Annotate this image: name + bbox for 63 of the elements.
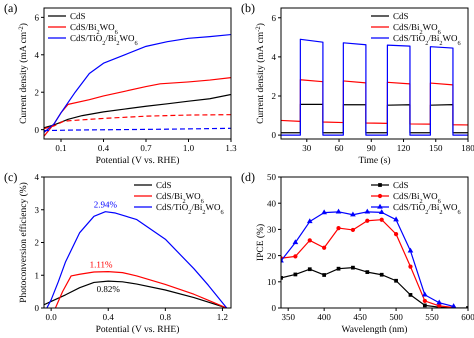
annotation: 1.11%	[90, 260, 114, 270]
x-tick-label: 400	[317, 312, 332, 322]
legend-label: CdS/Bi$_{2}$WO$_{6}$	[393, 22, 441, 36]
x-tick-label: 0.0	[46, 312, 58, 322]
y-tick-label: 4	[34, 50, 40, 60]
legend-label: CdS	[393, 10, 409, 21]
annotation: 0.82%	[96, 284, 120, 294]
x-tick-label: 450	[353, 312, 368, 322]
legend-label: CdS	[70, 10, 86, 21]
legend-label: CdS/Bi$_{2}$WO$_{6}$	[156, 190, 204, 204]
y-tick-label: 0	[272, 303, 276, 314]
legend-label: CdS	[156, 180, 172, 190]
chart-title: (b)	[241, 1, 255, 15]
legend-label: CdS/TiO$_{2}$/Bi$_{2}$WO$_{6}$	[156, 202, 224, 216]
y-tick-label: 0	[34, 303, 40, 314]
y-tick-label: 2	[272, 91, 276, 102]
x-tick-label: 1.2	[216, 312, 228, 322]
legend-label: CdS	[393, 180, 409, 190]
chart-title: (c)	[4, 170, 18, 184]
y-tick-label: 4	[272, 52, 276, 62]
x-tick-label: 350	[281, 312, 296, 322]
y-tick-label: 2	[34, 238, 39, 248]
x-tick-label: 550	[425, 312, 440, 322]
legend-label: CdS/TiO$_{2}$/Bi$_{2}$WO$_{6}$	[393, 32, 461, 46]
x-tick-label: 1.3	[225, 143, 238, 153]
legend-label: CdS/Bi$_{2}$WO$_{6}$	[393, 190, 441, 204]
x-tick-label: 30	[302, 143, 312, 153]
chart-title: (a)	[4, 1, 18, 15]
y-tick-label: 1	[34, 270, 39, 280]
x-tick-label: 120	[396, 143, 411, 153]
y-tick-label: 0	[272, 130, 276, 140]
y-tick-label: 6	[272, 12, 276, 23]
y-tick-label: 20	[267, 250, 276, 261]
y-tick-label: 3	[34, 204, 40, 215]
y-tick-label: 6	[34, 12, 40, 23]
x-tick-label: 60	[334, 143, 344, 153]
legend-label: CdS/TiO$_{2}$/Bi$_{2}$WO$_{6}$	[393, 202, 461, 216]
x-tick-label: 0.1	[55, 143, 67, 153]
y-axis-title: Photoconversion efficiency (%)	[19, 182, 29, 303]
legend-label: CdS/TiO$_{2}$/Bi$_{2}$WO$_{6}$	[70, 32, 138, 46]
y-tick-label: 0	[34, 124, 40, 135]
chart-title: (d)	[241, 170, 255, 184]
x-tick-label: 1.0	[182, 143, 195, 153]
x-tick-label: 0.4	[98, 143, 110, 153]
legend-label: CdS/Bi$_{2}$WO$_{6}$	[70, 22, 118, 36]
x-tick-label: 500	[389, 312, 404, 322]
y-axis-title: IPCE (%)	[256, 224, 266, 262]
x-tick-label: 150	[429, 143, 444, 153]
annotation: 2.94%	[94, 200, 118, 210]
y-tick-label: 4	[34, 172, 40, 182]
x-tick-label: 90	[366, 143, 376, 153]
y-tick-label: 10	[267, 276, 276, 287]
x-tick-label: 0.7	[140, 143, 152, 153]
y-tick-label: 50	[267, 172, 276, 182]
x-axis-title: Potential (V vs. RHE)	[96, 325, 180, 335]
x-tick-label: 0.8	[160, 312, 172, 322]
x-tick-label: 0.4	[102, 312, 114, 322]
y-tick-label: 30	[267, 224, 276, 235]
y-tick-label: 2	[34, 87, 39, 98]
x-axis-title: Potential (V vs. RHE)	[96, 156, 180, 166]
y-tick-label: 40	[267, 198, 276, 208]
x-axis-title: Time (s)	[358, 156, 391, 166]
x-axis-title: Wavelength (nm)	[342, 325, 408, 335]
